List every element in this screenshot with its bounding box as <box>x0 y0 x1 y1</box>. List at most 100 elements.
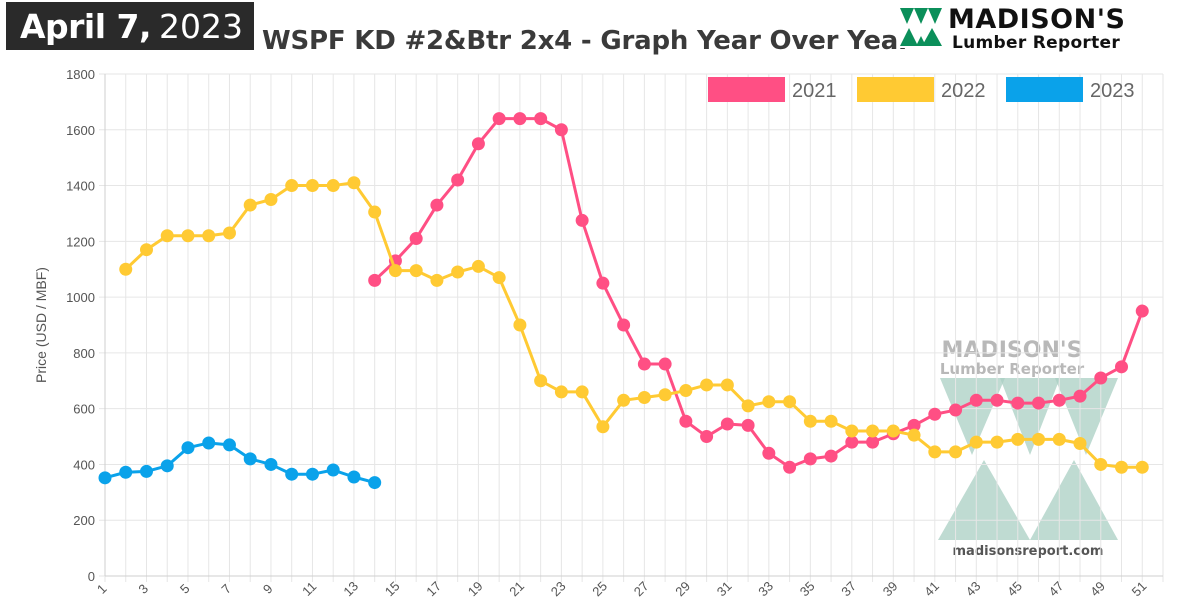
data-point-2021[interactable] <box>866 435 880 449</box>
data-point-2021[interactable] <box>1094 371 1108 385</box>
data-point-2022[interactable] <box>928 445 942 459</box>
data-point-2021[interactable] <box>409 232 423 246</box>
data-point-2022[interactable] <box>907 428 921 442</box>
data-point-2021[interactable] <box>700 430 714 444</box>
data-point-2021[interactable] <box>1115 360 1129 374</box>
data-point-2022[interactable] <box>305 179 319 193</box>
data-point-2021[interactable] <box>845 435 859 449</box>
data-point-2023[interactable] <box>326 463 340 477</box>
data-point-2022[interactable] <box>720 378 734 392</box>
data-point-2021[interactable] <box>368 273 382 287</box>
data-point-2022[interactable] <box>949 445 963 459</box>
data-point-2021[interactable] <box>658 357 672 371</box>
legend-item-2021[interactable]: 2021 <box>708 77 837 102</box>
data-point-2021[interactable] <box>1052 393 1066 407</box>
data-point-2022[interactable] <box>700 378 714 392</box>
data-point-2022[interactable] <box>222 226 236 240</box>
data-point-2023[interactable] <box>264 457 278 471</box>
data-point-2022[interactable] <box>181 229 195 243</box>
data-point-2022[interactable] <box>783 395 797 409</box>
data-point-2022[interactable] <box>285 179 299 193</box>
data-point-2022[interactable] <box>1115 460 1129 474</box>
data-point-2021[interactable] <box>534 112 548 126</box>
data-point-2021[interactable] <box>1073 389 1087 403</box>
data-point-2022[interactable] <box>1094 457 1108 471</box>
data-point-2021[interactable] <box>803 452 817 466</box>
data-point-2022[interactable] <box>471 259 485 273</box>
data-point-2022[interactable] <box>409 264 423 278</box>
data-point-2023[interactable] <box>285 467 299 481</box>
data-point-2022[interactable] <box>492 271 506 285</box>
data-point-2022[interactable] <box>554 385 568 399</box>
data-point-2022[interactable] <box>119 262 133 276</box>
data-point-2022[interactable] <box>596 420 610 434</box>
data-point-2021[interactable] <box>907 418 921 432</box>
data-point-2022[interactable] <box>264 193 278 206</box>
data-point-2021[interactable] <box>575 213 589 227</box>
data-point-2021[interactable] <box>679 414 693 428</box>
data-point-2022[interactable] <box>741 399 755 413</box>
data-point-2021[interactable] <box>762 446 776 460</box>
legend-item-2023[interactable]: 2023 <box>1006 77 1135 102</box>
data-point-2022[interactable] <box>1011 432 1025 446</box>
legend-item-2022[interactable]: 2022 <box>857 77 986 102</box>
data-point-2022[interactable] <box>969 435 983 449</box>
data-point-2022[interactable] <box>990 435 1004 449</box>
data-point-2022[interactable] <box>243 198 257 212</box>
data-point-2023[interactable] <box>347 470 361 484</box>
data-point-2021[interactable] <box>741 418 755 432</box>
data-point-2022[interactable] <box>347 176 361 190</box>
data-point-2022[interactable] <box>845 424 859 438</box>
data-point-2021[interactable] <box>720 417 734 431</box>
data-point-2022[interactable] <box>513 318 527 332</box>
data-point-2022[interactable] <box>1073 437 1087 451</box>
data-point-2022[interactable] <box>160 229 174 243</box>
data-point-2022[interactable] <box>1032 432 1046 446</box>
data-point-2023[interactable] <box>222 438 236 452</box>
data-point-2021[interactable] <box>949 403 963 417</box>
data-point-2022[interactable] <box>762 395 776 409</box>
data-point-2023[interactable] <box>202 436 216 450</box>
data-point-2021[interactable] <box>430 198 444 212</box>
data-point-2022[interactable] <box>388 264 402 278</box>
data-point-2021[interactable] <box>513 112 527 126</box>
data-point-2022[interactable] <box>368 205 382 219</box>
data-point-2023[interactable] <box>139 464 153 478</box>
data-point-2023[interactable] <box>181 441 195 455</box>
data-point-2022[interactable] <box>451 265 465 279</box>
data-point-2022[interactable] <box>617 393 631 407</box>
data-point-2022[interactable] <box>534 374 548 388</box>
data-point-2021[interactable] <box>1032 396 1046 410</box>
data-point-2022[interactable] <box>866 424 880 438</box>
data-point-2022[interactable] <box>202 229 216 243</box>
data-point-2021[interactable] <box>617 318 631 332</box>
data-point-2022[interactable] <box>886 424 900 438</box>
data-point-2023[interactable] <box>160 459 174 473</box>
data-point-2021[interactable] <box>637 357 651 371</box>
data-point-2023[interactable] <box>305 467 319 481</box>
data-point-2021[interactable] <box>596 276 610 290</box>
data-point-2021[interactable] <box>471 137 485 151</box>
data-point-2021[interactable] <box>990 393 1004 407</box>
data-point-2022[interactable] <box>1052 432 1066 446</box>
data-point-2021[interactable] <box>1135 304 1149 318</box>
data-point-2021[interactable] <box>928 407 942 421</box>
data-point-2021[interactable] <box>451 173 465 187</box>
data-point-2022[interactable] <box>139 243 153 257</box>
data-point-2021[interactable] <box>492 112 506 126</box>
data-point-2021[interactable] <box>824 449 838 463</box>
data-point-2022[interactable] <box>1135 460 1149 474</box>
data-point-2022[interactable] <box>637 391 651 405</box>
data-point-2021[interactable] <box>1011 396 1025 410</box>
data-point-2021[interactable] <box>554 123 568 137</box>
data-point-2022[interactable] <box>430 273 444 287</box>
data-point-2021[interactable] <box>969 393 983 407</box>
data-point-2023[interactable] <box>243 452 257 466</box>
data-point-2022[interactable] <box>658 388 672 402</box>
data-point-2023[interactable] <box>368 476 382 490</box>
data-point-2022[interactable] <box>803 414 817 428</box>
data-point-2022[interactable] <box>575 385 589 399</box>
data-point-2023[interactable] <box>119 465 133 479</box>
data-point-2023[interactable] <box>98 471 112 485</box>
data-point-2022[interactable] <box>679 384 693 398</box>
